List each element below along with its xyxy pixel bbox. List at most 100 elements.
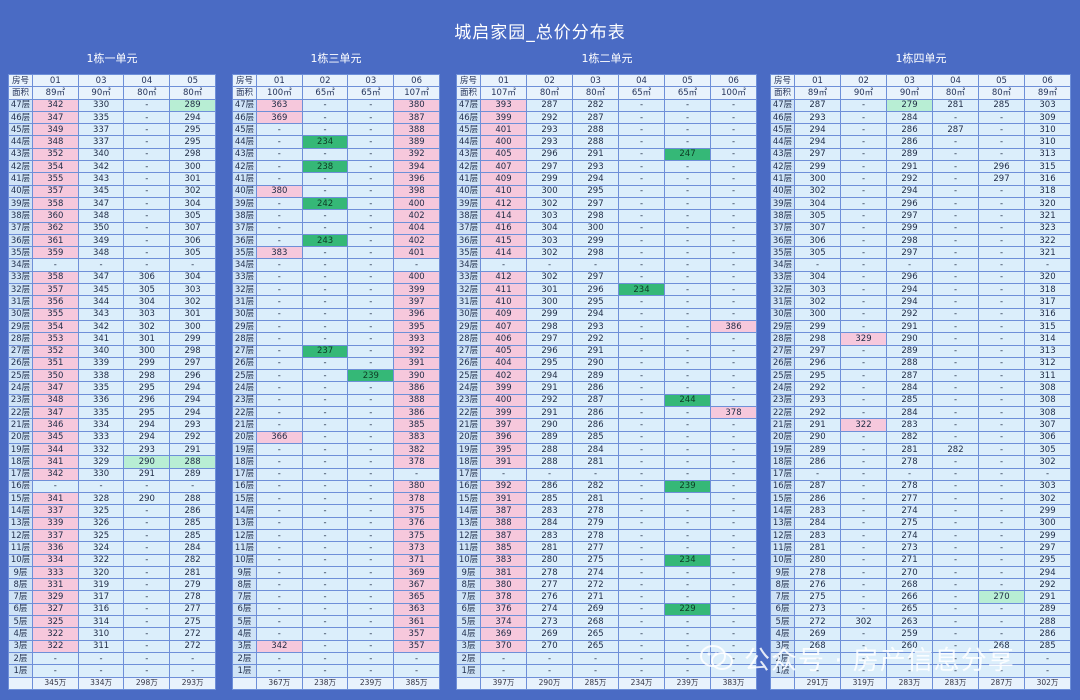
price-cell: 299 (526, 307, 573, 321)
price-cell: 295 (169, 135, 216, 149)
price-cell: - (169, 651, 216, 666)
price-cell: - (301, 516, 349, 530)
price-cell: 307 (169, 221, 216, 235)
block-title: 1栋二单元 (581, 52, 633, 65)
price-cell: - (840, 590, 887, 604)
price-cell: - (301, 283, 349, 297)
price-cell: 304 (526, 221, 573, 235)
price-cell: 315 (1024, 319, 1071, 334)
price-cell: - (932, 172, 979, 186)
price-cell: 296 (169, 369, 216, 383)
total-cell: 287万 (978, 676, 1025, 690)
floor-label: 46层 (770, 110, 795, 125)
price-cell: - (347, 160, 395, 174)
floor-row: 45层 401 293 288- - - (456, 123, 757, 137)
floor-label: 27层 (456, 344, 481, 358)
floor-row: 28层 298 329 290- -314 (770, 332, 1071, 346)
price-cell: - (255, 602, 303, 617)
price-cell: 284 (526, 516, 573, 530)
floor-row: 34层 - - - - (232, 258, 440, 272)
price-cell: - (255, 651, 303, 666)
price-cell: 392 (393, 344, 440, 358)
unit-area: 80㎡ (572, 86, 619, 100)
floor-label: 29层 (770, 319, 795, 334)
price-cell: - (932, 110, 979, 125)
price-cell: 292 (794, 406, 841, 420)
price-cell: - (840, 233, 887, 248)
floor-label: 7层 (770, 590, 795, 604)
price-cell: - (301, 639, 349, 653)
price-cell: - (255, 147, 303, 162)
price-cell: - (301, 270, 349, 285)
floor-label: 9层 (232, 565, 257, 580)
price-cell: 320 (1024, 270, 1071, 285)
price-table: 房号 01 02 03 04 05 06 面积 89㎡ 90㎡ 90㎡ 80㎡ 80㎡ 89㎡ 47层 287… (770, 73, 1071, 690)
price-cell: - (978, 295, 1025, 309)
price-cell: - (255, 270, 303, 285)
room-header-row: 房号 01 03 04 05 (8, 73, 216, 88)
floor-row: 44层 400 293 288- - - (456, 135, 757, 149)
price-cell: 338 (77, 369, 125, 383)
price-cell: - (978, 602, 1025, 617)
price-cell: 317 (1024, 295, 1071, 309)
floor-row: 39层 412 302 297- - - (456, 196, 757, 211)
price-cell: - (618, 184, 665, 198)
floor-row: 28层 - - -393 (232, 332, 440, 346)
price-cell: - (301, 602, 349, 617)
floor-row: 25层 295-287- -311 (770, 369, 1071, 383)
price-cell: - (347, 196, 395, 211)
floor-label: 38层 (232, 209, 257, 223)
price-cell: - (123, 196, 171, 211)
floor-label: 10层 (770, 553, 795, 567)
room-number: 05 (664, 73, 711, 88)
floor-label: 35层 (232, 246, 257, 260)
price-cell: 282 (169, 553, 216, 567)
floor-label: 31层 (232, 295, 257, 309)
price-cell: 395 (393, 319, 440, 334)
price-cell: 350 (77, 221, 125, 235)
floor-row: 33层 - - -400 (232, 270, 440, 285)
price-cell: - (123, 516, 171, 530)
price-cell: - (347, 110, 395, 125)
floor-row: 8层 276-268- -292 (770, 578, 1071, 592)
price-cell: 286 (794, 455, 841, 469)
price-cell: - (301, 319, 349, 334)
price-cell: 382 (393, 442, 440, 457)
floor-row: 42层 299-291-296 315 (770, 160, 1071, 174)
floor-label: 46层 (8, 110, 33, 125)
floor-row: 2层 - - - - (8, 651, 216, 666)
unit-area: 80㎡ (978, 86, 1025, 100)
price-cell: 293 (572, 160, 619, 174)
price-cell: - (618, 381, 665, 395)
floor-row: 17层 - - - - - - (770, 467, 1071, 481)
floor-row: 10层 280-271- -295 (770, 553, 1071, 567)
floor-row: 40层 380- -398 (232, 184, 440, 198)
price-cell: 282 (572, 98, 619, 112)
price-cell: - (710, 516, 757, 530)
price-cell: - (618, 344, 665, 358)
price-cell: 380 (480, 578, 527, 592)
price-cell: 302 (169, 184, 216, 198)
room-header-row: 房号 01 02 03 06 (232, 73, 440, 88)
price-cell: 278 (169, 590, 216, 604)
price-cell: 410 (480, 184, 527, 198)
price-cell: 335 (77, 110, 125, 125)
floor-row: 11层 336 324-284 (8, 541, 216, 555)
price-cell: 286 (794, 492, 841, 506)
price-cell: 295 (123, 406, 171, 420)
floor-row: 20层 290-282- -306 (770, 430, 1071, 444)
price-cell: 325 (77, 504, 125, 518)
floor-row: 44层 294-286- -310 (770, 135, 1071, 149)
floor-label: 23层 (232, 393, 257, 408)
floor-label: 29层 (456, 319, 481, 334)
floor-label: 41层 (456, 172, 481, 186)
price-cell: - (618, 442, 665, 457)
price-cell: 274 (526, 602, 573, 617)
floor-row: 14层 387 283 278- - - (456, 504, 757, 518)
price-cell: 391 (393, 356, 440, 371)
floor-label: 5层 (232, 615, 257, 629)
price-cell: 410 (480, 295, 527, 309)
floor-label: 41层 (232, 172, 257, 186)
price-cell: - (347, 651, 395, 666)
floor-label: 33层 (770, 270, 795, 285)
